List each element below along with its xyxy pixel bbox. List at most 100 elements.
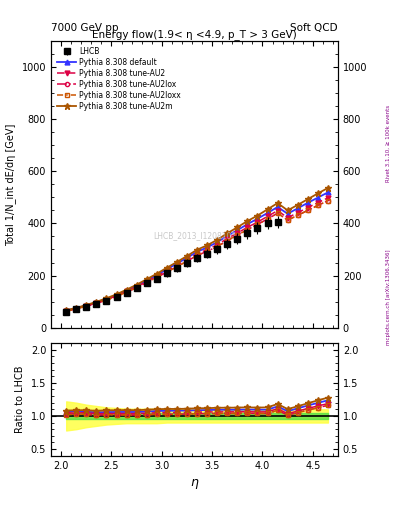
Pythia 8.308 default (134, 283, 139, 289)
Pythia 8.308 tune-AU2loxx (74, 306, 79, 312)
Pythia 8.308 default (285, 211, 290, 217)
Pythia 8.308 default (195, 249, 199, 255)
Pythia 8.308 tune-AU2m (275, 200, 280, 206)
Pythia 8.308 tune-AU2lox (104, 297, 109, 303)
Pythia 8.308 tune-AU2 (255, 219, 260, 225)
Pythia 8.308 tune-AU2loxx (245, 227, 250, 233)
Pythia 8.308 tune-AU2 (296, 209, 300, 216)
Pythia 8.308 default (114, 292, 119, 298)
Pythia 8.308 tune-AU2loxx (215, 244, 220, 250)
Pythia 8.308 tune-AU2m (265, 206, 270, 212)
Pythia 8.308 tune-AU2 (64, 308, 68, 314)
Pythia 8.308 tune-AU2lox (285, 217, 290, 223)
Pythia 8.308 default (154, 272, 159, 278)
Pythia 8.308 tune-AU2m (255, 212, 260, 219)
Pythia 8.308 tune-AU2lox (185, 258, 189, 264)
Pythia 8.308 tune-AU2 (124, 288, 129, 294)
Line: Pythia 8.308 tune-AU2loxx: Pythia 8.308 tune-AU2loxx (64, 199, 330, 313)
Pythia 8.308 tune-AU2 (245, 224, 250, 230)
Pythia 8.308 tune-AU2lox (154, 274, 159, 281)
X-axis label: η: η (191, 476, 198, 489)
Text: mcplots.cern.ch [arXiv:1306.3436]: mcplots.cern.ch [arXiv:1306.3436] (386, 249, 391, 345)
Pythia 8.308 tune-AU2m (225, 230, 230, 237)
Pythia 8.308 tune-AU2m (305, 196, 310, 202)
Pythia 8.308 tune-AU2loxx (225, 238, 230, 244)
Pythia 8.308 tune-AU2m (134, 282, 139, 288)
Pythia 8.308 tune-AU2loxx (84, 303, 89, 309)
Pythia 8.308 default (255, 216, 260, 222)
Pythia 8.308 tune-AU2 (154, 273, 159, 280)
Pythia 8.308 tune-AU2lox (265, 216, 270, 222)
Pythia 8.308 tune-AU2 (265, 214, 270, 220)
Pythia 8.308 tune-AU2 (215, 242, 220, 248)
Pythia 8.308 tune-AU2loxx (275, 210, 280, 217)
Pythia 8.308 tune-AU2lox (325, 198, 330, 204)
Line: Pythia 8.308 tune-AU2: Pythia 8.308 tune-AU2 (64, 196, 331, 313)
Pythia 8.308 tune-AU2 (285, 215, 290, 221)
Pythia 8.308 tune-AU2lox (114, 293, 119, 300)
Pythia 8.308 tune-AU2lox (235, 232, 240, 238)
Pythia 8.308 tune-AU2loxx (265, 216, 270, 222)
Pythia 8.308 tune-AU2 (195, 251, 199, 257)
Pythia 8.308 tune-AU2loxx (255, 221, 260, 227)
Pythia 8.308 default (316, 195, 320, 201)
Pythia 8.308 default (305, 200, 310, 206)
Pythia 8.308 tune-AU2lox (94, 301, 99, 307)
Text: Rivet 3.1.10, ≥ 100k events: Rivet 3.1.10, ≥ 100k events (386, 105, 391, 182)
Pythia 8.308 tune-AU2m (235, 224, 240, 230)
Pythia 8.308 default (215, 239, 220, 245)
Pythia 8.308 tune-AU2 (114, 293, 119, 299)
Pythia 8.308 tune-AU2lox (64, 308, 68, 314)
Pythia 8.308 tune-AU2lox (225, 238, 230, 244)
Pythia 8.308 tune-AU2loxx (104, 297, 109, 303)
Pythia 8.308 tune-AU2m (185, 253, 189, 259)
Pythia 8.308 tune-AU2lox (305, 207, 310, 214)
Pythia 8.308 tune-AU2 (174, 262, 179, 268)
Pythia 8.308 default (104, 296, 109, 302)
Pythia 8.308 tune-AU2loxx (325, 198, 330, 204)
Y-axis label: Total 1/N_int dE/dη [GeV]: Total 1/N_int dE/dη [GeV] (5, 123, 16, 246)
Pythia 8.308 default (84, 303, 89, 309)
Pythia 8.308 default (225, 233, 230, 239)
Pythia 8.308 tune-AU2loxx (94, 301, 99, 307)
Pythia 8.308 tune-AU2 (305, 204, 310, 210)
Pythia 8.308 tune-AU2m (124, 287, 129, 293)
Pythia 8.308 tune-AU2 (94, 300, 99, 306)
Pythia 8.308 tune-AU2 (225, 236, 230, 242)
Pythia 8.308 tune-AU2loxx (134, 285, 139, 291)
Pythia 8.308 tune-AU2m (325, 185, 330, 191)
Pythia 8.308 tune-AU2lox (165, 269, 169, 275)
Pythia 8.308 default (165, 266, 169, 272)
Text: LHCB_2013_I1208105: LHCB_2013_I1208105 (153, 231, 236, 241)
Pythia 8.308 tune-AU2m (114, 291, 119, 297)
Pythia 8.308 tune-AU2lox (144, 280, 149, 286)
Pythia 8.308 tune-AU2m (296, 202, 300, 208)
Pythia 8.308 tune-AU2m (245, 218, 250, 224)
Text: Soft QCD: Soft QCD (290, 23, 338, 33)
Line: Pythia 8.308 tune-AU2m: Pythia 8.308 tune-AU2m (63, 185, 331, 313)
Pythia 8.308 tune-AU2lox (245, 227, 250, 233)
Pythia 8.308 tune-AU2 (74, 306, 79, 312)
Pythia 8.308 tune-AU2 (205, 246, 209, 252)
Pythia 8.308 default (144, 278, 149, 284)
Pythia 8.308 tune-AU2 (84, 303, 89, 309)
Pythia 8.308 tune-AU2m (94, 299, 99, 305)
Pythia 8.308 default (74, 305, 79, 311)
Pythia 8.308 tune-AU2 (144, 279, 149, 285)
Pythia 8.308 default (325, 189, 330, 196)
Pythia 8.308 tune-AU2loxx (185, 258, 189, 264)
Pythia 8.308 tune-AU2loxx (285, 217, 290, 223)
Pythia 8.308 tune-AU2lox (134, 285, 139, 291)
Pythia 8.308 tune-AU2lox (84, 303, 89, 309)
Pythia 8.308 tune-AU2 (104, 296, 109, 303)
Pythia 8.308 tune-AU2loxx (205, 248, 209, 254)
Pythia 8.308 tune-AU2 (235, 230, 240, 236)
Pythia 8.308 default (205, 244, 209, 250)
Pythia 8.308 tune-AU2m (174, 259, 179, 265)
Pythia 8.308 tune-AU2m (165, 265, 169, 271)
Pythia 8.308 tune-AU2m (104, 295, 109, 301)
Pythia 8.308 tune-AU2loxx (165, 269, 169, 275)
Pythia 8.308 tune-AU2lox (74, 306, 79, 312)
Pythia 8.308 tune-AU2m (74, 305, 79, 311)
Pythia 8.308 tune-AU2loxx (124, 289, 129, 295)
